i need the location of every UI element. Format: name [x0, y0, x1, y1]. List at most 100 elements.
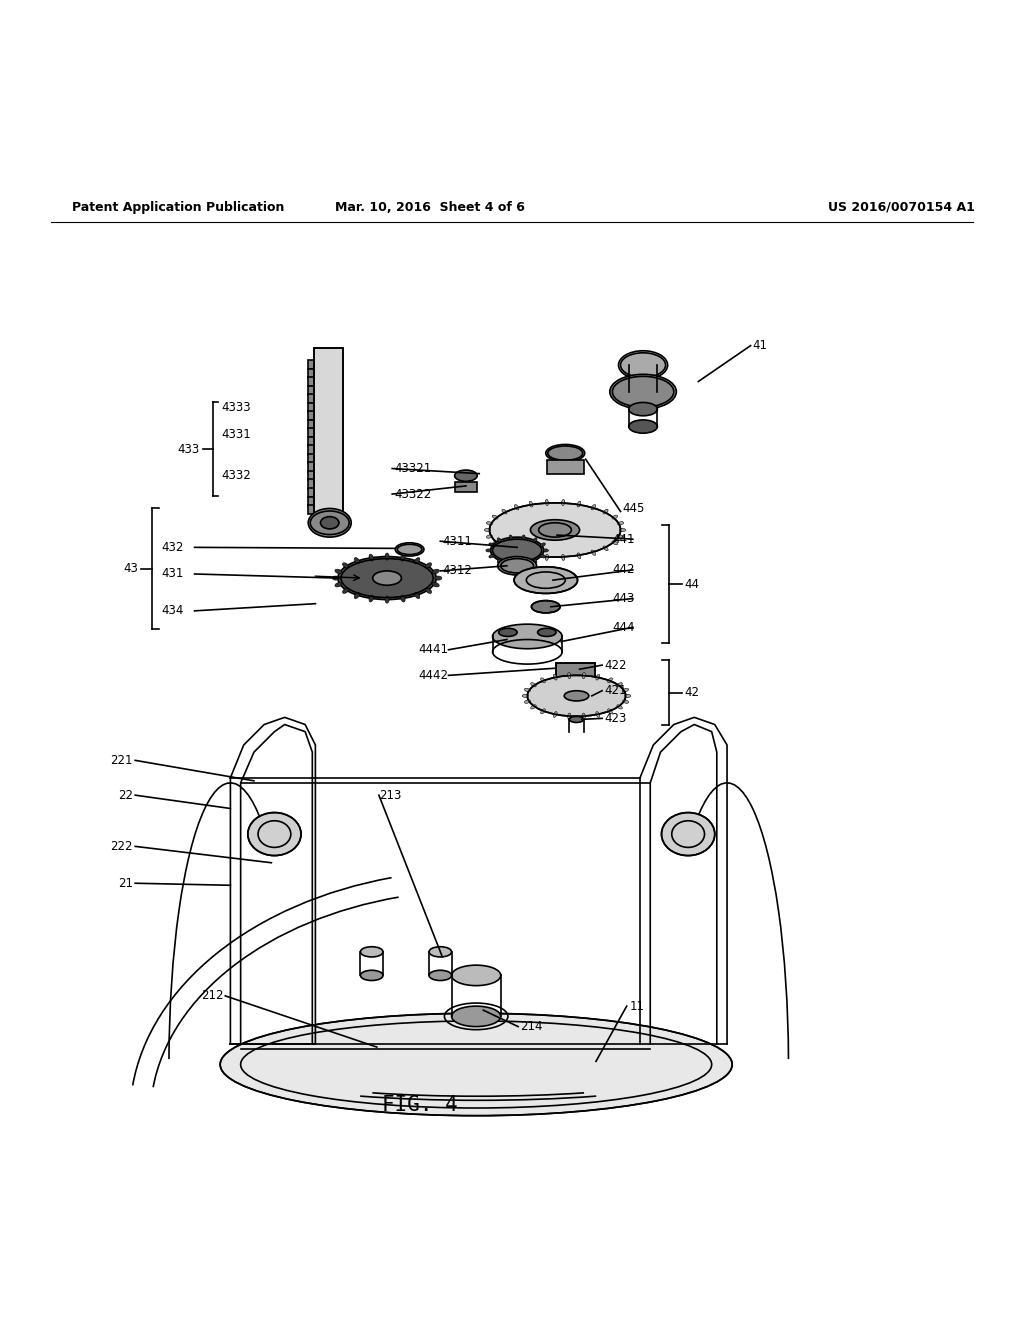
Ellipse shape: [248, 813, 301, 855]
Ellipse shape: [603, 510, 608, 513]
Text: 445: 445: [623, 502, 645, 515]
Ellipse shape: [488, 543, 494, 546]
Ellipse shape: [499, 628, 517, 636]
Ellipse shape: [603, 546, 608, 550]
Ellipse shape: [335, 569, 342, 574]
Text: 444: 444: [612, 620, 635, 634]
Bar: [556, 663, 595, 680]
Ellipse shape: [360, 970, 383, 981]
Ellipse shape: [620, 528, 626, 532]
Ellipse shape: [522, 535, 525, 540]
Bar: [308, 445, 314, 454]
Bar: [556, 663, 595, 680]
Ellipse shape: [541, 678, 546, 682]
Ellipse shape: [616, 682, 623, 686]
Ellipse shape: [429, 946, 452, 957]
Ellipse shape: [493, 515, 498, 519]
Ellipse shape: [385, 553, 389, 560]
Text: 21: 21: [118, 876, 133, 890]
Ellipse shape: [546, 499, 549, 506]
Ellipse shape: [530, 520, 580, 540]
Ellipse shape: [455, 470, 477, 482]
Text: 433: 433: [177, 442, 200, 455]
Ellipse shape: [596, 675, 600, 680]
Ellipse shape: [400, 554, 406, 561]
Ellipse shape: [583, 672, 586, 678]
Ellipse shape: [425, 562, 432, 568]
Text: 43322: 43322: [394, 487, 431, 500]
Ellipse shape: [452, 965, 501, 986]
Text: 432: 432: [162, 541, 184, 554]
Ellipse shape: [369, 554, 374, 561]
Ellipse shape: [385, 597, 389, 603]
Text: 43: 43: [123, 562, 138, 576]
Ellipse shape: [502, 510, 507, 513]
Bar: [308, 403, 314, 412]
Ellipse shape: [354, 593, 359, 598]
Ellipse shape: [527, 676, 626, 717]
Text: 443: 443: [612, 593, 635, 605]
Ellipse shape: [488, 554, 494, 558]
Bar: [308, 471, 314, 480]
Ellipse shape: [432, 569, 439, 574]
Ellipse shape: [514, 504, 519, 510]
Ellipse shape: [538, 628, 556, 636]
Ellipse shape: [529, 553, 532, 558]
Ellipse shape: [425, 587, 432, 594]
Text: 423: 423: [604, 711, 627, 725]
Text: 4331: 4331: [221, 428, 251, 441]
Ellipse shape: [509, 561, 512, 566]
Ellipse shape: [395, 543, 424, 556]
Ellipse shape: [308, 508, 351, 537]
Ellipse shape: [607, 709, 612, 714]
Ellipse shape: [583, 713, 586, 719]
Ellipse shape: [485, 549, 492, 552]
Bar: [308, 378, 314, 387]
Ellipse shape: [591, 550, 596, 556]
Ellipse shape: [569, 717, 584, 722]
Bar: [547, 461, 584, 474]
Text: 4441: 4441: [419, 643, 449, 656]
Ellipse shape: [617, 535, 624, 539]
Ellipse shape: [486, 521, 493, 525]
Ellipse shape: [564, 690, 589, 701]
Ellipse shape: [618, 351, 668, 379]
Ellipse shape: [629, 403, 657, 416]
Ellipse shape: [342, 562, 349, 568]
Ellipse shape: [561, 554, 564, 561]
Ellipse shape: [530, 705, 537, 709]
Bar: [308, 411, 314, 420]
Ellipse shape: [338, 557, 436, 599]
Text: Mar. 10, 2016  Sheet 4 of 6: Mar. 10, 2016 Sheet 4 of 6: [335, 201, 525, 214]
Bar: [308, 420, 314, 429]
Text: 4311: 4311: [442, 535, 472, 548]
Ellipse shape: [502, 546, 507, 550]
Ellipse shape: [522, 694, 528, 697]
Ellipse shape: [493, 624, 562, 648]
Ellipse shape: [490, 537, 544, 564]
Ellipse shape: [561, 499, 564, 506]
Bar: [308, 368, 314, 378]
Text: 442: 442: [612, 564, 635, 577]
Ellipse shape: [541, 554, 546, 558]
Bar: [308, 360, 314, 370]
Text: 42: 42: [684, 686, 699, 700]
Ellipse shape: [612, 541, 617, 545]
Text: 41: 41: [753, 339, 768, 352]
Ellipse shape: [607, 678, 612, 682]
Bar: [308, 462, 314, 471]
Ellipse shape: [616, 705, 623, 709]
Ellipse shape: [332, 576, 340, 579]
Text: 441: 441: [612, 533, 635, 545]
Bar: [308, 479, 314, 488]
Ellipse shape: [567, 672, 570, 678]
Bar: [308, 488, 314, 498]
Text: 431: 431: [162, 568, 184, 581]
Ellipse shape: [489, 503, 621, 557]
Ellipse shape: [567, 713, 570, 719]
Text: 11: 11: [630, 999, 645, 1012]
Ellipse shape: [373, 572, 401, 585]
Ellipse shape: [596, 711, 600, 717]
Ellipse shape: [546, 445, 585, 462]
Ellipse shape: [400, 595, 406, 602]
